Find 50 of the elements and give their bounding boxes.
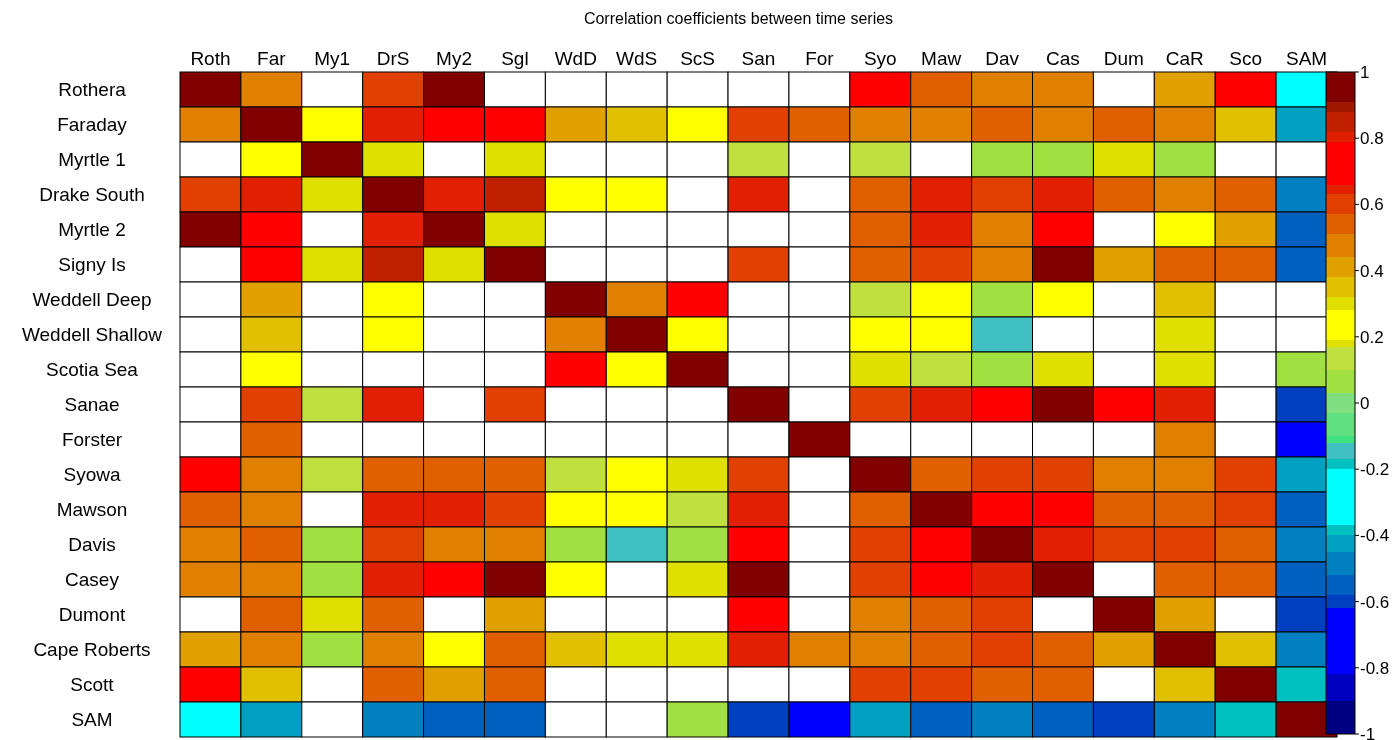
x-tick-label: Dum [1103, 48, 1144, 69]
y-tick-label: Myrtle 1 [58, 148, 126, 170]
x-tick-label: Cas [1046, 48, 1080, 69]
y-tick-label: Scotia Sea [46, 358, 139, 380]
x-tick-label: Far [257, 48, 287, 69]
y-tick-label: Davis [68, 533, 116, 555]
y-tick-label: Casey [65, 568, 120, 590]
y-tick-label: Weddell Shallow [21, 323, 163, 345]
y-tick-label: SAM [71, 708, 113, 730]
x-tick-label: SAM [1285, 48, 1328, 69]
y-tick-label: Rothera [58, 78, 127, 100]
y-tick-label: Syowa [63, 463, 121, 485]
y-tick-label: Faraday [57, 113, 128, 135]
y-tick-label: Mawson [56, 498, 128, 520]
color-bar-label: -0.6 [1360, 592, 1390, 612]
x-tick-label: DrS [376, 48, 410, 69]
y-tick-label: Sanae [64, 393, 120, 415]
color-bar-label: 1 [1360, 63, 1370, 82]
x-tick-label: CaR [1165, 48, 1204, 69]
x-tick-label: Sco [1229, 48, 1263, 69]
color-bar-label: 0.8 [1360, 129, 1384, 149]
chart-title: Correlation coefficients between time series [583, 10, 894, 27]
y-tick-label: Signy Is [58, 253, 126, 275]
y-tick-label: Dumont [58, 603, 126, 625]
y-tick-label: Myrtle 2 [58, 218, 126, 240]
x-tick-label: Sgl [501, 48, 529, 69]
color-bar-label: -0.2 [1360, 460, 1390, 480]
color-bar-label: -0.8 [1360, 658, 1390, 678]
color-bar-label: -0.4 [1360, 526, 1390, 546]
x-tick-label: WdD [554, 48, 597, 69]
x-tick-label: For [805, 48, 835, 69]
x-tick-label: Maw [921, 48, 962, 69]
color-bar-label: 0.4 [1360, 261, 1384, 281]
x-tick-label: ScS [680, 48, 716, 69]
color-bar-label: 0.6 [1360, 195, 1384, 215]
y-tick-label: Drake South [39, 183, 145, 205]
color-bar-label: -1 [1360, 725, 1376, 740]
y-tick-label: Weddell Deep [32, 288, 152, 310]
color-bar-label: 0 [1360, 394, 1370, 413]
x-tick-label: WdS [616, 48, 658, 69]
x-tick-label: My2 [436, 48, 472, 69]
x-tick-label: San [741, 48, 776, 69]
x-tick-label: Roth [190, 48, 231, 69]
y-tick-label: Forster [61, 428, 123, 450]
x-tick-label: Dav [985, 48, 1020, 69]
x-tick-label: Syo [863, 48, 897, 69]
y-tick-label: Scott [70, 673, 115, 695]
color-bar-label: 0.2 [1360, 327, 1384, 347]
x-tick-label: My1 [314, 48, 351, 69]
y-tick-label: Cape Roberts [33, 638, 151, 660]
